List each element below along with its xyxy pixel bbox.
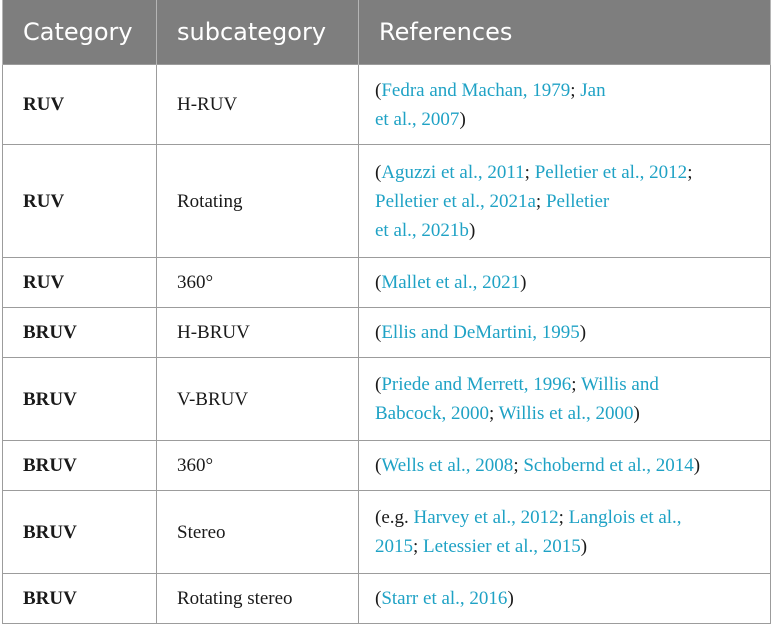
reference-punctuation: ( [375,455,382,476]
category-cell: RUV [2,64,157,145]
reference-punctuation: ) [459,108,466,130]
reference-link[interactable]: Pelletier et al., 2021a [375,190,536,212]
reference-link[interactable]: Willis et al., 2000 [498,403,634,424]
reference-punctuation: (e.g. [375,507,414,528]
subcategory-cell: H-RUV [156,64,359,145]
reference-link[interactable]: Letessier et al., 2015 [423,536,581,557]
reference-punctuation: ; [513,455,524,476]
table-row: RUV 360° (Mallet et al., 2021) [2,257,771,308]
reference-link[interactable]: Pelletier et al., 2012 [534,161,688,183]
reference-link[interactable]: Starr et al., 2016 [381,588,508,609]
reference-link[interactable]: Schobernd et al., 2014 [523,455,694,476]
reference-punctuation: ( [375,272,382,293]
subcategory-cell: H-BRUV [156,307,359,358]
table-row: BRUV V-BRUV (Priede and Merrett, 1996; W… [2,357,771,441]
reference-link[interactable]: Langlois et al., [568,507,682,528]
reference-link[interactable]: Fedra and Machan, 1979 [381,79,571,101]
subcategory-cell: 360° [156,440,359,491]
table-row: BRUV H-BRUV (Ellis and DeMartini, 1995) [2,307,771,358]
table-row: RUV H-RUV (Fedra and Machan, 1979; Jan et… [2,64,771,145]
table-row: BRUV Stereo (e.g. Harvey et al., 2012; L… [2,490,771,574]
reference-link[interactable]: Willis and [580,374,659,395]
table-row: BRUV 360° (Wells et al., 2008; Schobernd… [2,440,771,491]
references-cell: (e.g. Harvey et al., 2012; Langlois et a… [358,490,771,574]
reference-punctuation: ; [413,536,424,557]
reference-link[interactable]: Mallet et al., 2021 [381,272,521,293]
reference-punctuation: ( [375,79,382,101]
references-cell: (Mallet et al., 2021) [358,257,771,308]
reference-link[interactable]: Babcock, 2000 [375,403,489,424]
reference-punctuation: ) [693,455,701,476]
reference-link[interactable]: Harvey et al., 2012 [413,507,559,528]
reference-punctuation: ; [571,374,581,395]
reference-punctuation: ) [468,219,476,241]
reference-link[interactable]: Jan [580,79,606,101]
reference-link[interactable]: et al., 2007 [375,108,460,130]
reference-punctuation: ( [375,161,382,183]
reference-punctuation: ) [633,403,640,424]
reference-link[interactable]: Pelletier [545,190,610,212]
subcategory-cell: V-BRUV [156,357,359,441]
reference-punctuation: ) [507,588,514,609]
reference-punctuation: ; [570,79,581,101]
reference-punctuation: ; [558,507,569,528]
header-category: Category [2,0,157,65]
reference-punctuation: ) [520,272,527,293]
reference-punctuation: ( [375,588,382,609]
category-cell: RUV [2,144,157,258]
subcategory-cell: Stereo [156,490,359,574]
reference-punctuation: ( [375,322,382,343]
category-cell: BRUV [2,573,157,624]
reference-punctuation: ) [580,536,588,557]
references-cell: (Starr et al., 2016) [358,573,771,624]
table-header: Category subcategory References [2,0,771,65]
subcategory-cell: 360° [156,257,359,308]
category-cell: BRUV [2,307,157,358]
table-row: RUV Rotating (Aguzzi et al., 2011; Pelle… [2,144,771,258]
reference-link[interactable]: 2015 [375,536,413,557]
reference-link[interactable]: Ellis and DeMartini, 1995 [381,322,580,343]
references-cell: (Fedra and Machan, 1979; Jan et al., 2007… [358,64,771,145]
reference-punctuation: ( [375,374,382,395]
reference-punctuation: ; [488,403,499,424]
reference-punctuation: ; [687,161,693,183]
reference-punctuation: ; [535,190,546,212]
table-body: RUV H-RUV (Fedra and Machan, 1979; Jan et… [2,64,771,624]
reference-punctuation: ) [579,322,587,343]
references-cell: (Priede and Merrett, 1996; Willis and Bab… [358,357,771,441]
references-cell: (Wells et al., 2008; Schobernd et al., 2… [358,440,771,491]
header-subcategory: subcategory [156,0,359,65]
subcategory-cell: Rotating [156,144,359,258]
references-cell: (Ellis and DeMartini, 1995) [358,307,771,358]
header-references: References [358,0,771,65]
reference-link[interactable]: Wells et al., 2008 [381,455,514,476]
reference-link[interactable]: Priede and Merrett, 1996 [381,374,572,395]
category-cell: RUV [2,257,157,308]
header-row: Category subcategory References [2,0,771,65]
category-cell: BRUV [2,490,157,574]
subcategory-cell: Rotating stereo [156,573,359,624]
category-cell: BRUV [2,357,157,441]
reference-link[interactable]: et al., 2021b [375,219,469,241]
references-table: Category subcategory References RUV H-RU… [2,0,771,624]
table-row: BRUV Rotating stereo (Starr et al., 2016… [2,573,771,624]
reference-punctuation: ; [524,161,535,183]
reference-link[interactable]: Aguzzi et al., 2011 [381,161,525,183]
category-cell: BRUV [2,440,157,491]
references-cell: (Aguzzi et al., 2011; Pelletier et al., … [358,144,771,258]
